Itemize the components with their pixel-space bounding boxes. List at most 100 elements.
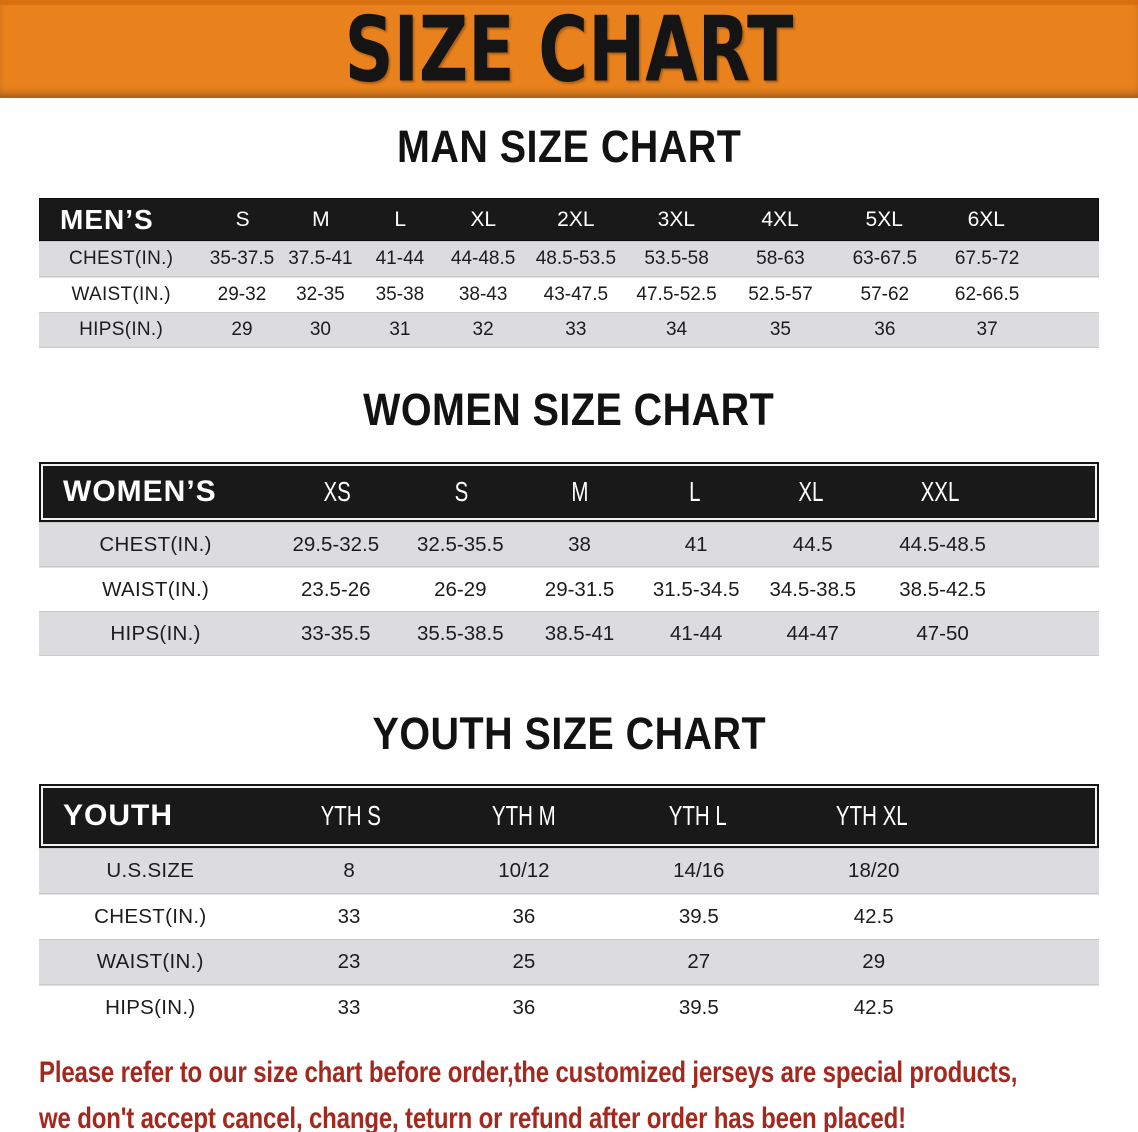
measurement-cell: 31 [389, 319, 411, 340]
measurement-cell: 18/20 [848, 859, 900, 882]
measurement-cell: 29 [231, 319, 253, 340]
measurement-cell: 39.5 [678, 905, 719, 928]
size-column-header: XXL [920, 476, 960, 507]
measurement-cell: 44-47 [786, 621, 839, 645]
womens-table-header-row: WOMEN’S XS S M L XL XXL [43, 466, 1095, 518]
womens-table-header-frame: WOMEN’S XS S M L XL XXL [39, 462, 1099, 522]
youth-table-body: U.S.SIZE 8 10/12 14/16 18/20 CHEST(IN.) … [39, 848, 1099, 1030]
size-column-header: 2XL [557, 207, 595, 231]
size-column-header: XS [323, 476, 352, 507]
measurement-cell: 41 [684, 532, 708, 556]
size-column-header: S [235, 207, 250, 231]
measurement-cell: 33-35.5 [301, 621, 371, 645]
youth-section-heading: YOUTH SIZE CHART [372, 708, 766, 759]
size-column-header: 5XL [865, 207, 903, 231]
size-column-header: YTH L [668, 800, 727, 831]
row-label: HIPS(IN.) [79, 319, 164, 340]
measurement-cell: 42.5 [853, 905, 894, 928]
measurement-cell: 38 [568, 532, 591, 556]
measurement-cell: 33 [337, 905, 361, 928]
measurement-cell: 35 [769, 319, 791, 340]
measurement-cell: 37 [976, 319, 998, 340]
measurement-row: HIPS(IN.) 33-35.5 35.5-38.5 38.5-41 41-4… [39, 611, 1099, 656]
measurement-cell: 8 [343, 859, 355, 882]
measurement-cell: 34 [665, 319, 688, 340]
man-section-heading: MAN SIZE CHART [396, 121, 742, 172]
measurement-cell: 27 [687, 950, 711, 973]
measurement-cell: 34.5-38.5 [769, 577, 857, 601]
measurement-cell: 47-50 [916, 621, 969, 645]
spacer-cell [1014, 568, 1099, 611]
mens-table-header-row: MEN’S S M L XL 2XL 3XL 4XL 5XL 6XL [39, 198, 1099, 241]
measurement-cell: 67.5-72 [954, 248, 1020, 269]
measurement-cell: 44-48.5 [450, 248, 516, 269]
measurement-cell: 29.5-32.5 [292, 532, 380, 556]
row-label: HIPS(IN.) [105, 996, 196, 1019]
spacer-cell [1014, 612, 1099, 655]
youth-size-table: YOUTH YTH S YTH M YTH L YTH XL U.S.SIZE … [0, 784, 1138, 1030]
measurement-row: CHEST(IN.) 33 36 39.5 42.5 [39, 894, 1099, 939]
size-column-header: YTH XL [835, 800, 908, 831]
measurement-cell: 42.5 [853, 996, 894, 1019]
footer-note: Please refer to our size chart before or… [0, 1050, 1138, 1132]
measurement-row: HIPS(IN.) 29 30 31 32 33 34 35 36 37 [39, 312, 1099, 348]
footer-note-line1: Please refer to our size chart before or… [39, 1056, 1018, 1089]
row-label: CHEST(IN.) [94, 905, 207, 928]
footer-note-line2: we don't accept cancel, change, teturn o… [39, 1102, 906, 1132]
row-label: WAIST(IN.) [96, 950, 204, 973]
measurement-cell: 58-63 [756, 248, 805, 269]
measurement-row: WAIST(IN.) 23.5-26 26-29 29-31.5 31.5-34… [39, 567, 1099, 611]
womens-table-body: CHEST(IN.) 29.5-32.5 32.5-35.5 38 41 44.… [39, 522, 1099, 656]
measurement-row: WAIST(IN.) 23 25 27 29 [39, 939, 1099, 985]
measurement-cell: 38.5-42.5 [899, 577, 986, 601]
womens-size-table: WOMEN’S XS S M L XL XXL CHEST(IN.) 29.5-… [0, 462, 1138, 656]
measurement-cell: 32-35 [296, 284, 345, 305]
measurement-cell: 41-44 [375, 248, 425, 269]
measurement-cell: 35-38 [375, 284, 425, 305]
measurement-row: WAIST(IN.) 29-32 32-35 35-38 38-43 43-47… [39, 277, 1099, 312]
measurement-cell: 44.5-48.5 [899, 532, 986, 556]
measurement-row: U.S.SIZE 8 10/12 14/16 18/20 [39, 848, 1099, 894]
size-column-header: YTH S [320, 800, 381, 831]
measurement-row: HIPS(IN.) 33 36 39.5 42.5 [39, 985, 1099, 1030]
measurement-cell: 30 [309, 319, 331, 340]
measurement-cell: 29-31.5 [544, 577, 615, 601]
spacer-cell [1037, 278, 1098, 312]
mens-corner-label: MEN’S [60, 203, 154, 235]
women-section-heading: WOMEN SIZE CHART [363, 384, 775, 435]
mens-table-body: CHEST(IN.) 35-37.5 37.5-41 41-44 44-48.5… [39, 241, 1099, 348]
measurement-row: CHEST(IN.) 29.5-32.5 32.5-35.5 38 41 44.… [39, 522, 1099, 567]
row-label: WAIST(IN.) [102, 577, 210, 601]
measurement-cell: 29-32 [217, 284, 267, 305]
mens-size-table: MEN’S S M L XL 2XL 3XL 4XL 5XL 6XL CHEST… [0, 198, 1138, 348]
measurement-cell: 53.5-58 [644, 248, 709, 269]
measurement-cell: 23.5-26 [301, 577, 371, 601]
spacer-cell [1037, 313, 1098, 347]
measurement-cell: 10/12 [498, 859, 550, 882]
size-column-header: XL [470, 207, 497, 231]
measurement-cell: 36 [874, 319, 896, 340]
womens-corner-label: WOMEN’S [63, 475, 217, 508]
measurement-cell: 32.5-35.5 [417, 532, 504, 556]
size-column-header: 3XL [657, 207, 696, 231]
measurement-cell: 39.5 [678, 996, 719, 1019]
measurement-cell: 62-66.5 [954, 284, 1020, 305]
spacer-cell [1014, 523, 1099, 566]
measurement-cell: 33 [337, 996, 361, 1019]
spacer-cell [1011, 466, 1095, 518]
measurement-cell: 23 [337, 950, 361, 973]
size-column-header: XL [798, 476, 824, 507]
row-label: CHEST(IN.) [99, 532, 212, 556]
size-column-header: M [312, 207, 330, 231]
measurement-cell: 33 [565, 319, 587, 340]
size-column-header: M [570, 476, 589, 507]
measurement-cell: 47.5-52.5 [636, 284, 717, 305]
measurement-row: CHEST(IN.) 35-37.5 37.5-41 41-44 44-48.5… [39, 241, 1099, 277]
measurement-cell: 25 [512, 950, 536, 973]
measurement-cell: 57-62 [860, 284, 910, 305]
measurement-cell: 48.5-53.5 [535, 248, 617, 269]
youth-table-header-frame: YOUTH YTH S YTH M YTH L YTH XL [39, 784, 1099, 848]
spacer-cell [961, 986, 1099, 1030]
measurement-cell: 36 [512, 905, 536, 928]
measurement-cell: 52.5-57 [748, 284, 813, 305]
